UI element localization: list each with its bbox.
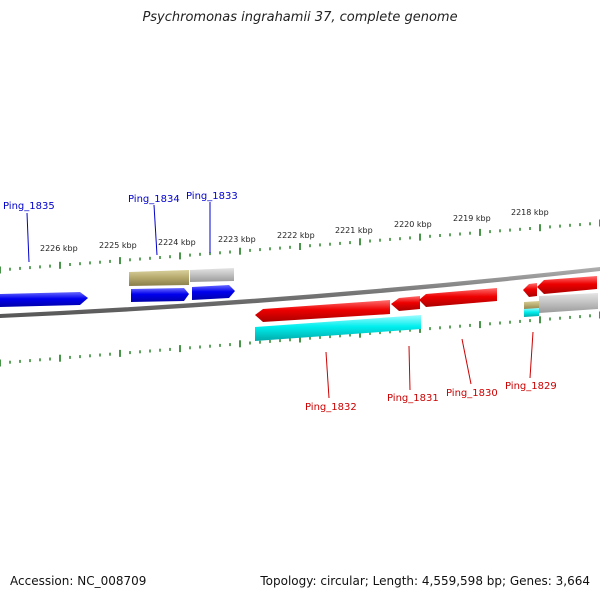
callout-line-ping-1832: [325, 351, 330, 399]
gene-bar-ping-1829-annotation[interactable]: [524, 301, 539, 310]
callout-line-ping-1830: [461, 338, 472, 385]
kbp-label-group: 2226 kbp 2225 kbp 2224 kbp 2223 kbp 2222 kbp…: [40, 208, 549, 253]
gene-label-ping-1832[interactable]: Ping_1832: [305, 402, 357, 413]
gene-arrow-ping-1835[interactable]: [0, 292, 88, 307]
accession-text: Accession: NC_008709: [10, 574, 147, 588]
kbp-label: 2219 kbp: [453, 214, 491, 223]
callout-line-ping-1834: [153, 204, 158, 256]
kbp-label: 2218 kbp: [511, 208, 549, 217]
kbp-label: 2226 kbp: [40, 244, 78, 253]
gene-arrow-ping-1829[interactable]: [523, 283, 537, 297]
genome-title: Psychromonas ingrahamii 37, complete gen…: [142, 10, 458, 25]
gene-arrow-ping-1834[interactable]: [131, 288, 189, 302]
callout-line-ping-1835: [26, 212, 30, 263]
gene-label-ping-1830[interactable]: Ping_1830: [446, 388, 498, 399]
callout-line-ping-1829: [529, 331, 534, 379]
gene-arrow-neighbor-reverse[interactable]: [537, 276, 597, 294]
gene-bar-ping-1832-annotation[interactable]: [255, 315, 421, 341]
kbp-label: 2222 kbp: [277, 231, 315, 240]
gene-bar-ping-1833-annotation[interactable]: [190, 268, 234, 282]
kbp-label: 2224 kbp: [158, 238, 196, 247]
gene-arrow-ping-1831[interactable]: [391, 296, 420, 311]
gene-label-ping-1833[interactable]: Ping_1833: [186, 191, 238, 202]
gene-arrow-ping-1830[interactable]: [419, 288, 497, 307]
gene-bar-neighbor-annotation[interactable]: [539, 293, 598, 313]
kbp-label: 2225 kbp: [99, 241, 137, 250]
gene-label-ping-1831[interactable]: Ping_1831: [387, 393, 439, 404]
upper-tick-track: [0, 219, 600, 274]
gene-arrow-ping-1832[interactable]: [255, 300, 390, 322]
gene-label-ping-1834[interactable]: Ping_1834: [128, 194, 180, 205]
callout-line-ping-1831: [408, 345, 411, 391]
kbp-label: 2220 kbp: [394, 220, 432, 229]
gene-label-ping-1835[interactable]: Ping_1835: [3, 201, 55, 212]
gene-arrow-ping-1833[interactable]: [192, 285, 235, 300]
gene-label-ping-1829[interactable]: Ping_1829: [505, 381, 557, 392]
gene-bar-ping-1834-annotation[interactable]: [129, 270, 189, 286]
lower-tick-track: [0, 311, 600, 367]
chromosome-backbone: [0, 267, 600, 318]
kbp-label: 2223 kbp: [218, 235, 256, 244]
gene-bar-ping-1829-annotation-2[interactable]: [524, 308, 539, 317]
kbp-label: 2221 kbp: [335, 226, 373, 235]
genome-summary-text: Topology: circular; Length: 4,559,598 bp…: [260, 574, 590, 588]
